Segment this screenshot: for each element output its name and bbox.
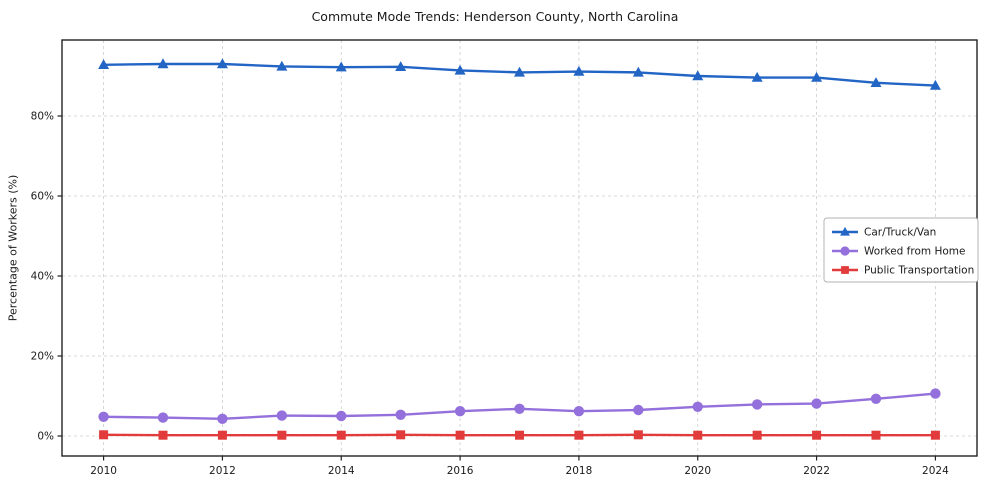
marker-square-public-transportation — [396, 430, 406, 440]
marker-circle-worked-from-home — [157, 412, 169, 423]
marker-square-public-transportation — [336, 430, 346, 440]
legend-label-car-truck-van: Car/Truck/Van — [864, 227, 936, 239]
marker-triangle-car-truck-van — [573, 65, 585, 76]
marker-square-public-transportation — [455, 430, 465, 440]
legend-label-public-transportation: Public Transportation — [864, 265, 974, 277]
marker-circle-worked-from-home — [336, 410, 347, 422]
marker-square-public-transportation — [930, 430, 940, 440]
marker-square-public-transportation — [633, 430, 643, 440]
marker-triangle-car-truck-van — [276, 60, 288, 71]
series-worked-from-home — [98, 388, 941, 424]
marker-square-public-transportation — [99, 430, 109, 440]
legend-marker-public-transportation — [841, 266, 849, 274]
series-car-truck-van — [98, 58, 941, 90]
series-public-transportation — [99, 430, 940, 440]
legend: Car/Truck/Van Worked from Home Public Tran… — [823, 217, 979, 283]
marker-triangle-car-truck-van — [335, 61, 347, 72]
marker-square-public-transportation — [693, 430, 703, 440]
marker-triangle-car-truck-van — [870, 77, 882, 87]
y-axis-label: Percentage of Workers (%) — [6, 174, 20, 322]
marker-triangle-car-truck-van — [692, 70, 704, 81]
legend-marker-car-truck-van — [840, 226, 850, 236]
marker-square-public-transportation — [158, 430, 168, 440]
marker-circle-worked-from-home — [276, 410, 288, 421]
legend-box — [823, 217, 979, 283]
x-tick-label: 2018 — [566, 465, 593, 477]
x-tick-label: 2020 — [684, 465, 711, 477]
marker-circle-worked-from-home — [514, 403, 525, 414]
marker-triangle-car-truck-van — [514, 66, 525, 77]
y-tick-label: 80% — [31, 111, 54, 123]
marker-triangle-car-truck-van — [929, 79, 941, 90]
marker-circle-worked-from-home — [692, 401, 703, 412]
marker-triangle-car-truck-van — [216, 58, 228, 69]
marker-circle-worked-from-home — [395, 409, 406, 420]
x-tick-label: 2010 — [90, 465, 117, 477]
marker-triangle-car-truck-van — [454, 64, 466, 75]
marker-circle-worked-from-home — [573, 406, 585, 417]
marker-triangle-car-truck-van — [632, 66, 644, 77]
marker-triangle-car-truck-van — [98, 59, 110, 69]
marker-triangle-car-truck-van — [395, 61, 407, 71]
y-tick-label: 40% — [31, 271, 54, 283]
marker-square-public-transportation — [217, 430, 227, 440]
marker-triangle-car-truck-van — [751, 71, 763, 82]
chart-title: Commute Mode Trends: Henderson County, N… — [311, 9, 679, 24]
marker-square-public-transportation — [574, 430, 584, 440]
marker-circle-worked-from-home — [930, 388, 941, 399]
x-tick-label: 2014 — [328, 465, 355, 477]
x-tick-label: 2012 — [209, 465, 236, 477]
legend-marker-worked-from-home — [840, 246, 850, 256]
marker-circle-worked-from-home — [870, 393, 882, 404]
marker-square-public-transportation — [277, 430, 287, 440]
y-tick-label: 60% — [31, 191, 54, 203]
marker-circle-worked-from-home — [454, 406, 466, 417]
marker-circle-worked-from-home — [98, 411, 109, 422]
marker-square-public-transportation — [515, 430, 524, 440]
marker-square-public-transportation — [871, 430, 881, 440]
x-tick-label: 2022 — [803, 465, 830, 477]
y-tick-label: 20% — [31, 351, 54, 363]
marker-triangle-car-truck-van — [157, 58, 169, 69]
marker-circle-worked-from-home — [217, 413, 228, 424]
x-tick-label: 2024 — [922, 465, 949, 477]
marker-circle-worked-from-home — [633, 404, 644, 416]
legend-label-worked-from-home: Worked from Home — [864, 246, 965, 258]
marker-square-public-transportation — [752, 430, 762, 440]
y-tick-label: 0% — [37, 431, 54, 443]
marker-circle-worked-from-home — [751, 399, 763, 410]
marker-circle-worked-from-home — [811, 398, 822, 409]
marker-square-public-transportation — [812, 430, 822, 440]
axis-ticks: 0% 20% 40% 60% 80% 2010 2012 2014 2016 2018 2020 20… — [31, 111, 949, 478]
x-tick-label: 2016 — [447, 465, 474, 477]
marker-triangle-car-truck-van — [811, 71, 823, 82]
